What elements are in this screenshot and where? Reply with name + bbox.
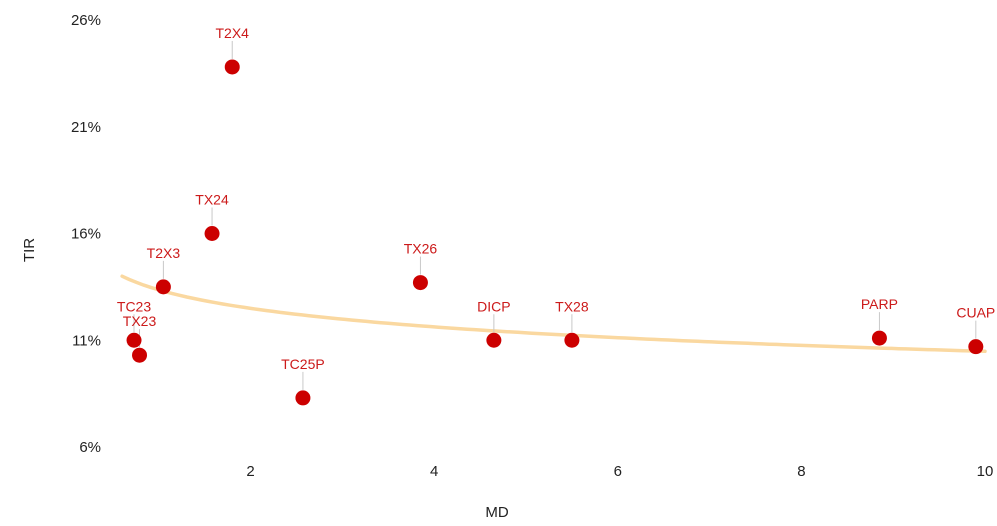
x-tick-label: 2 bbox=[246, 463, 254, 480]
x-tick-label: 8 bbox=[797, 463, 805, 480]
data-point bbox=[968, 339, 984, 355]
data-point-label: CUAP bbox=[956, 305, 995, 321]
data-point-label: TC23 bbox=[117, 298, 151, 314]
data-point bbox=[204, 226, 220, 241]
data-point-label: T2X3 bbox=[147, 245, 181, 261]
y-tick-label: 6% bbox=[79, 439, 101, 456]
x-axis-ticks: 2 4 6 8 10 bbox=[246, 463, 993, 480]
data-point-label: TX28 bbox=[555, 298, 589, 314]
data-point bbox=[155, 279, 171, 295]
data-point bbox=[412, 275, 428, 291]
data-point bbox=[224, 59, 240, 75]
data-points bbox=[126, 59, 984, 406]
data-point bbox=[486, 332, 502, 348]
x-tick-label: 4 bbox=[430, 463, 438, 480]
data-point bbox=[126, 332, 142, 348]
data-point bbox=[132, 347, 148, 363]
data-point-label: PARP bbox=[861, 296, 898, 312]
data-point bbox=[564, 332, 580, 348]
data-point-label: TX24 bbox=[195, 192, 229, 208]
y-axis-ticks: 6% 11% 16% 21% 26% bbox=[71, 12, 101, 456]
trendline bbox=[120, 274, 987, 354]
data-point bbox=[871, 330, 887, 346]
x-tick-label: 6 bbox=[614, 463, 622, 480]
y-tick-label: 16% bbox=[71, 226, 101, 243]
y-tick-label: 21% bbox=[71, 119, 101, 136]
x-axis-title: MD bbox=[485, 504, 508, 521]
data-point-label: T2X4 bbox=[216, 25, 250, 41]
y-tick-label: 26% bbox=[71, 12, 101, 29]
data-point-label: TX26 bbox=[404, 241, 438, 257]
y-axis-title: TIR bbox=[21, 238, 38, 262]
y-tick-label: 11% bbox=[72, 332, 101, 349]
data-point-label: TC25P bbox=[281, 356, 325, 372]
data-point-label: TX23 bbox=[123, 313, 157, 329]
data-point-label: DICP bbox=[477, 298, 510, 314]
label-leader-lines bbox=[133, 40, 977, 390]
x-tick-label: 10 bbox=[977, 463, 994, 480]
data-point bbox=[295, 390, 311, 406]
